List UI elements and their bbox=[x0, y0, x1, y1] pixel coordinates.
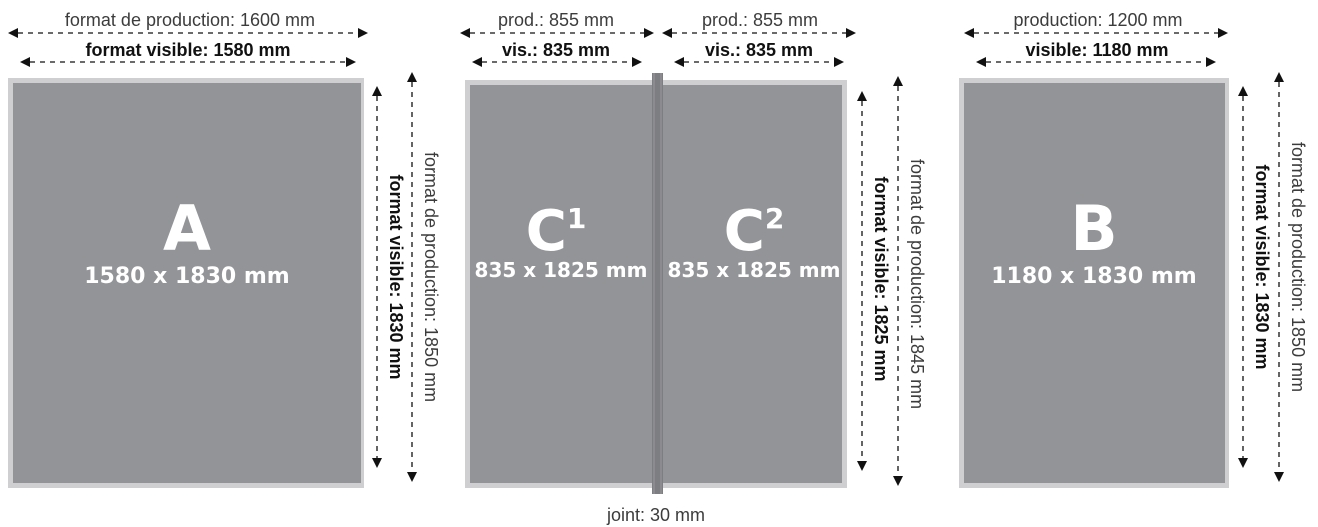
arrow-left-icon bbox=[674, 57, 684, 67]
panel-b-surface bbox=[964, 83, 1225, 483]
arrow-up-icon bbox=[407, 72, 417, 82]
arrow-right-icon bbox=[1206, 57, 1216, 67]
panel-a-width-visible-label: format visible: 1580 mm bbox=[85, 40, 290, 60]
panel-c2-superscript: 2 bbox=[765, 202, 784, 235]
arrow-down-icon bbox=[1238, 458, 1248, 468]
panel-c1-width-visible-dimension: vis.: 835 mm bbox=[472, 38, 642, 67]
panel-a-width-visible-dimension: format visible: 1580 mm bbox=[20, 38, 356, 67]
panel-b-height-visible-dimension: format visible: 1830 mm bbox=[1238, 86, 1272, 468]
arrow-right-icon bbox=[834, 57, 844, 67]
panel-b-letter: B bbox=[1070, 192, 1117, 265]
panel-c1-letter: C1 bbox=[526, 199, 587, 264]
panel-b-height-visible-label: format visible: 1830 mm bbox=[1252, 164, 1272, 369]
panel-c1-width-visible-label: vis.: 835 mm bbox=[502, 40, 610, 60]
arrow-up-icon bbox=[857, 91, 867, 101]
panel-c2-width-visible-dimension: vis.: 835 mm bbox=[674, 38, 844, 67]
panel-c2-letter: C2 bbox=[724, 199, 785, 264]
panel-a-letter: A bbox=[163, 192, 211, 265]
panel-c1-surface bbox=[470, 85, 652, 483]
arrow-right-icon bbox=[644, 28, 654, 38]
panel-c2-size: 835 x 1825 mm bbox=[668, 258, 841, 282]
panel-c2-width-production-label: prod.: 855 mm bbox=[702, 10, 818, 30]
arrow-up-icon bbox=[372, 86, 382, 96]
panel-a-height-production-label: format de production: 1850 mm bbox=[421, 152, 441, 402]
arrow-left-icon bbox=[662, 28, 672, 38]
arrow-up-icon bbox=[1274, 72, 1284, 82]
panel-b: B 1180 x 1830 mm bbox=[959, 78, 1229, 488]
panel-c: C1 835 x 1825 mm C2 835 x 1825 mm bbox=[465, 73, 847, 494]
panel-c1-superscript: 1 bbox=[567, 202, 586, 235]
arrow-left-icon bbox=[20, 57, 30, 67]
panel-c-height-visible-label: format visible: 1825 mm bbox=[871, 176, 891, 381]
panel-c1-width-production-dimension: prod.: 855 mm bbox=[460, 10, 654, 38]
panel-a: A 1580 x 1830 mm bbox=[8, 78, 364, 488]
panel-a-size: 1580 x 1830 mm bbox=[84, 264, 289, 289]
panel-c-height-production-dimension: format de production: 1845 mm bbox=[893, 76, 927, 486]
arrow-right-icon bbox=[846, 28, 856, 38]
arrow-left-icon bbox=[976, 57, 986, 67]
arrow-right-icon bbox=[632, 57, 642, 67]
panel-c2-surface bbox=[661, 85, 842, 483]
arrow-up-icon bbox=[1238, 86, 1248, 96]
panel-b-height-production-label: format de production: 1850 mm bbox=[1288, 142, 1308, 392]
arrow-right-icon bbox=[1218, 28, 1228, 38]
arrow-down-icon bbox=[372, 458, 382, 468]
arrow-up-icon bbox=[893, 76, 903, 86]
arrow-right-icon bbox=[346, 57, 356, 67]
panel-c-height-visible-dimension: format visible: 1825 mm bbox=[857, 91, 891, 471]
panel-b-width-production-dimension: production: 1200 mm bbox=[964, 10, 1228, 38]
panel-c-joint bbox=[652, 73, 663, 494]
arrow-left-icon bbox=[964, 28, 974, 38]
panel-a-height-production-dimension: format de production: 1850 mm bbox=[407, 72, 441, 482]
arrow-left-icon bbox=[8, 28, 18, 38]
panel-b-width-production-label: production: 1200 mm bbox=[1013, 10, 1182, 30]
panel-b-height-production-dimension: format de production: 1850 mm bbox=[1274, 72, 1308, 482]
arrow-down-icon bbox=[1274, 472, 1284, 482]
panel-a-surface bbox=[13, 83, 361, 483]
panel-b-width-visible-dimension: visible: 1180 mm bbox=[976, 38, 1216, 67]
arrow-down-icon bbox=[893, 476, 903, 486]
panel-c-height-production-label: format de production: 1845 mm bbox=[907, 159, 927, 409]
panel-c1-width-production-label: prod.: 855 mm bbox=[498, 10, 614, 30]
arrow-left-icon bbox=[460, 28, 470, 38]
panel-a-width-production-dimension: format de production: 1600 mm bbox=[8, 10, 368, 38]
panel-b-size: 1180 x 1830 mm bbox=[991, 264, 1196, 289]
panel-a-width-production-label: format de production: 1600 mm bbox=[65, 10, 315, 30]
panel-a-height-visible-dimension: format visible: 1830 mm bbox=[372, 86, 406, 468]
panel-c2-width-visible-label: vis.: 835 mm bbox=[705, 40, 813, 60]
arrow-down-icon bbox=[857, 461, 867, 471]
panel-a-height-visible-label: format visible: 1830 mm bbox=[386, 174, 406, 379]
panel-b-width-visible-label: visible: 1180 mm bbox=[1025, 40, 1168, 60]
panel-c2-width-production-dimension: prod.: 855 mm bbox=[662, 10, 856, 38]
arrow-down-icon bbox=[407, 472, 417, 482]
arrow-right-icon bbox=[358, 28, 368, 38]
panel-c1-size: 835 x 1825 mm bbox=[475, 258, 648, 282]
panel-c-joint-label: joint: 30 mm bbox=[606, 505, 705, 525]
arrow-left-icon bbox=[472, 57, 482, 67]
